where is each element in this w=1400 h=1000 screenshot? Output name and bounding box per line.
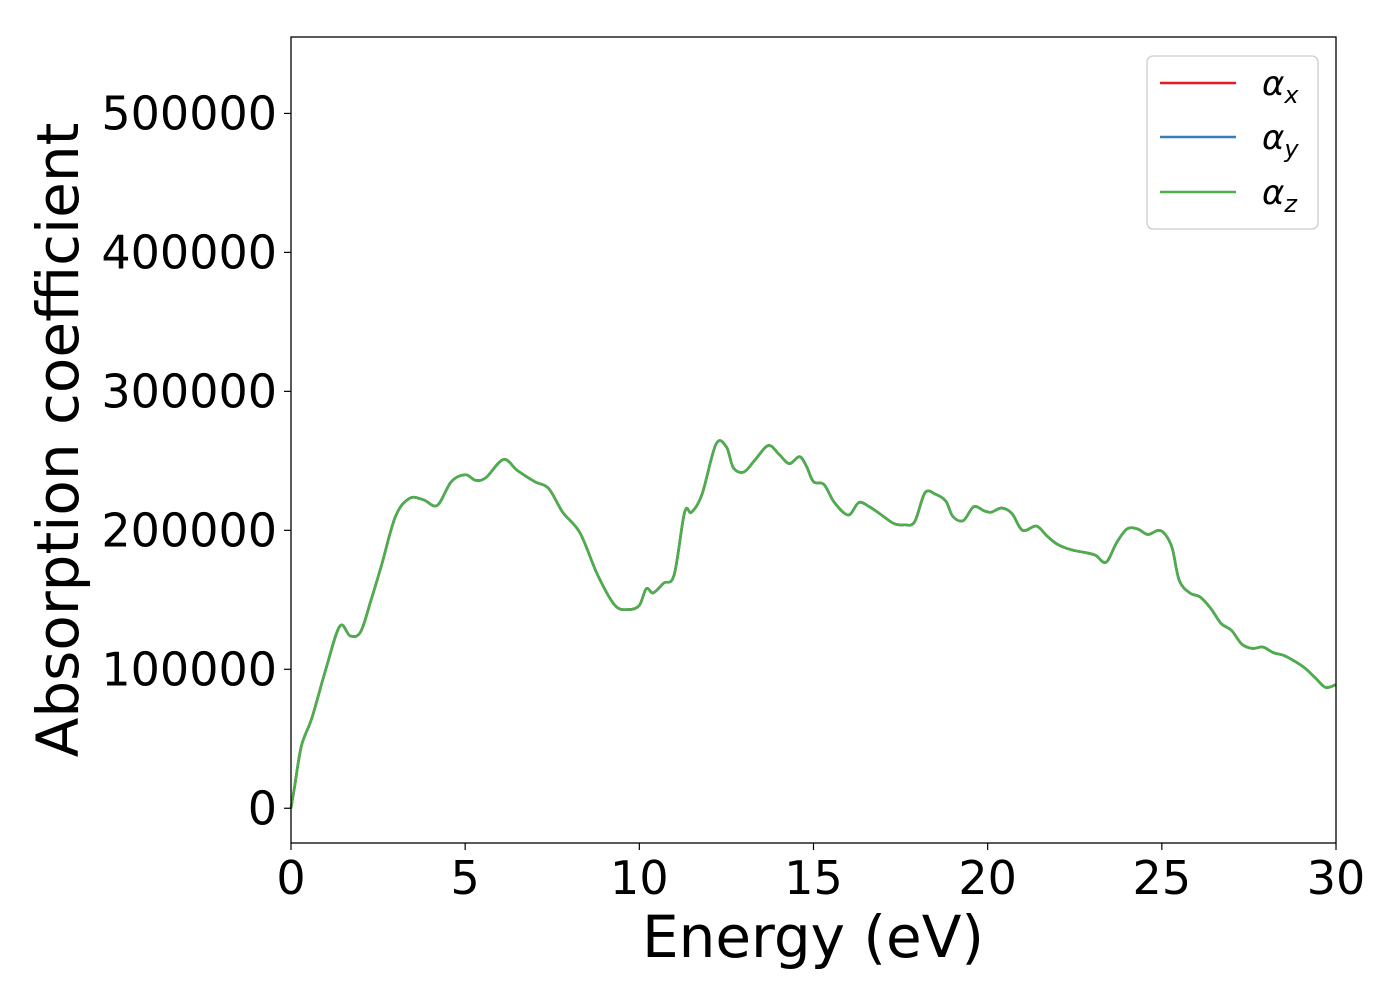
y-axis-ticks: 0 100000 200000 300000 400000 500000 bbox=[101, 86, 291, 835]
legend: αx αy αz bbox=[1146, 55, 1319, 230]
y-axis-label: Absorption coefficient bbox=[24, 123, 92, 758]
series-layer bbox=[289, 439, 1337, 809]
y-tick-label: 400000 bbox=[101, 225, 277, 279]
x-tick-label: 15 bbox=[784, 851, 843, 905]
y-tick-label: 500000 bbox=[101, 86, 277, 140]
y-tick-label: 0 bbox=[248, 781, 277, 835]
x-tick-label: 25 bbox=[1133, 851, 1192, 905]
x-tick-label: 0 bbox=[276, 851, 305, 905]
x-axis-ticks: 0 5 10 15 20 25 30 bbox=[276, 843, 1365, 905]
y-tick-label: 200000 bbox=[101, 503, 277, 557]
legend-label-z: αz bbox=[1262, 173, 1298, 218]
y-tick-label: 100000 bbox=[101, 642, 277, 696]
legend-box bbox=[1146, 55, 1319, 230]
x-tick-label: 10 bbox=[610, 851, 669, 905]
x-tick-label: 30 bbox=[1307, 851, 1366, 905]
legend-items: αx αy αz bbox=[1160, 64, 1299, 218]
x-axis-label: Energy (eV) bbox=[642, 903, 984, 971]
legend-label-y: αy bbox=[1262, 118, 1299, 163]
y-tick-label: 300000 bbox=[101, 364, 277, 418]
legend-label-x: αx bbox=[1262, 64, 1299, 109]
series-line-z bbox=[289, 439, 1337, 809]
x-tick-label: 5 bbox=[451, 851, 480, 905]
x-tick-label: 20 bbox=[958, 851, 1017, 905]
